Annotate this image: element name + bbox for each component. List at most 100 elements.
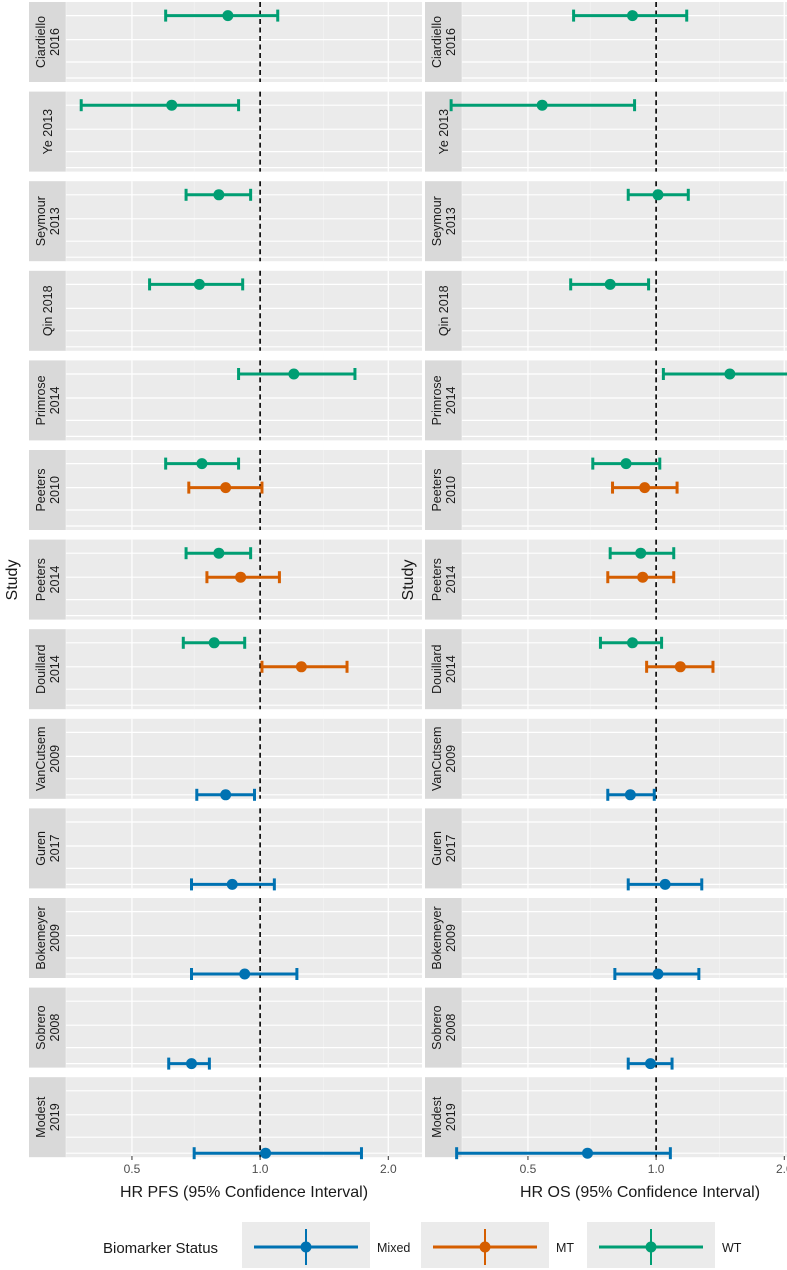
legend-item-mt: MT bbox=[421, 1222, 574, 1268]
facet-strip bbox=[425, 181, 462, 262]
facet-strip bbox=[29, 270, 66, 351]
point-estimate bbox=[639, 482, 651, 494]
facet-label-line: 2016 bbox=[444, 28, 458, 56]
facet-label-line: Guren bbox=[430, 831, 444, 866]
point-estimate bbox=[635, 547, 647, 559]
facet-panel bbox=[66, 808, 422, 889]
estimate-wt bbox=[598, 636, 664, 649]
facet-label-line: Ciardiello bbox=[34, 16, 48, 68]
point-estimate bbox=[235, 571, 247, 583]
facet-2: Seymour 2013 bbox=[425, 181, 787, 262]
facet-label-line: 2019 bbox=[48, 1103, 62, 1131]
facet-panel bbox=[66, 2, 422, 82]
point-estimate bbox=[674, 661, 686, 673]
facet-label: Ye 2013 bbox=[437, 109, 451, 154]
facet-label-line: 2014 bbox=[444, 655, 458, 683]
facet-8: VanCutsem 2009 bbox=[29, 718, 422, 801]
facet-label-line: Modest bbox=[34, 1096, 48, 1138]
x-tick-label: 0.5 bbox=[520, 1162, 537, 1176]
facet-panel bbox=[462, 987, 787, 1068]
facet-label-line: 2008 bbox=[48, 1014, 62, 1042]
point-estimate bbox=[659, 878, 671, 890]
facet-label: Ciardiello 2016 bbox=[430, 16, 458, 68]
estimate-wt bbox=[164, 9, 280, 22]
estimate-wt bbox=[181, 636, 247, 649]
facet-0: Ciardiello 2016 bbox=[29, 2, 422, 82]
facet-9: Guren 2017 bbox=[29, 808, 422, 891]
facet-strip bbox=[29, 629, 66, 710]
facet-7: Douillard 2014 bbox=[29, 629, 422, 710]
facet-label-line: 2014 bbox=[444, 386, 458, 414]
facet-label: Sobrero 2008 bbox=[430, 1005, 458, 1050]
x-axis-title: HR PFS (95% Confidence Interval) bbox=[120, 1184, 368, 1201]
facet-4: Primrose 2014 bbox=[29, 360, 422, 441]
facet-strip bbox=[425, 450, 462, 530]
x-axis-title: HR OS (95% Confidence Interval) bbox=[520, 1184, 760, 1201]
facet-8: VanCutsem 2009 bbox=[425, 718, 787, 801]
facet-label-line: Ye 2013 bbox=[437, 109, 451, 154]
facet-5: Peeters 2010 bbox=[425, 450, 787, 530]
facet-4: Primrose 2014 bbox=[425, 360, 787, 441]
facet-label-line: 2008 bbox=[444, 1014, 458, 1042]
point-estimate bbox=[626, 637, 638, 649]
facet-label-line: Douillard bbox=[34, 644, 48, 693]
legend-key-point bbox=[645, 1241, 657, 1253]
estimate-mixed bbox=[192, 1147, 363, 1160]
facet-12: Modest 2019 bbox=[29, 1077, 422, 1160]
facet-strip bbox=[425, 539, 462, 620]
facet-9: Guren 2017 bbox=[425, 808, 787, 891]
x-tick-label: 2.0 bbox=[776, 1162, 787, 1176]
facet-label-line: Sobrero bbox=[430, 1005, 444, 1050]
facet-panel bbox=[462, 91, 787, 172]
facet-label: Seymour 2013 bbox=[34, 196, 62, 246]
facet-label: Ye 2013 bbox=[41, 109, 55, 154]
facet-11: Sobrero 2008 bbox=[29, 987, 422, 1070]
facet-panel bbox=[462, 270, 787, 351]
legend-item-mixed: Mixed bbox=[242, 1222, 410, 1268]
facet-label-line: Douillard bbox=[430, 644, 444, 693]
facet-label: VanCutsem 2009 bbox=[430, 727, 458, 791]
x-tick-label: 1.0 bbox=[252, 1162, 269, 1176]
legend-item-wt: WT bbox=[587, 1222, 742, 1268]
point-estimate bbox=[295, 661, 307, 673]
point-estimate bbox=[213, 189, 225, 201]
estimate-wt bbox=[449, 99, 637, 112]
estimate-wt bbox=[148, 278, 245, 291]
facet-6: Peeters 2014 bbox=[29, 539, 422, 620]
estimate-mixed bbox=[167, 1057, 211, 1070]
facet-10: Bokemeyer 2009 bbox=[29, 898, 422, 980]
point-estimate bbox=[288, 368, 300, 380]
facet-strip bbox=[425, 270, 462, 351]
facet-label-line: Guren bbox=[34, 831, 48, 866]
estimate-wt bbox=[184, 188, 253, 201]
facet-panel bbox=[462, 539, 787, 620]
point-estimate bbox=[220, 789, 232, 801]
point-estimate bbox=[260, 1147, 272, 1159]
facet-7: Douillard 2014 bbox=[425, 629, 787, 710]
facet-panel bbox=[66, 1077, 422, 1158]
point-estimate bbox=[193, 278, 205, 290]
facet-label: Douillard 2014 bbox=[430, 644, 458, 693]
legend-title: Biomarker Status bbox=[103, 1240, 218, 1257]
facet-panel bbox=[462, 1077, 787, 1158]
point-estimate bbox=[652, 968, 664, 980]
facet-strip bbox=[29, 2, 66, 82]
estimate-mt bbox=[611, 481, 679, 494]
facet-panel bbox=[462, 808, 787, 889]
facet-label-line: 2009 bbox=[444, 924, 458, 952]
facet-label: Modest 2019 bbox=[34, 1096, 62, 1138]
facet-label-line: 2017 bbox=[444, 834, 458, 862]
facet-strip bbox=[29, 539, 66, 620]
facet-strip bbox=[29, 91, 66, 172]
estimate-wt bbox=[572, 9, 689, 22]
point-estimate bbox=[220, 482, 232, 494]
facet-label: Peeters 2014 bbox=[34, 558, 62, 601]
point-estimate bbox=[536, 99, 548, 111]
facet-label-line: Peeters bbox=[34, 468, 48, 511]
facet-label-line: Seymour bbox=[34, 196, 48, 246]
facet-5: Peeters 2010 bbox=[29, 450, 422, 530]
facet-label-line: Ye 2013 bbox=[41, 109, 55, 154]
facet-strip bbox=[425, 360, 462, 441]
facet-3: Qin 2018 bbox=[29, 270, 422, 351]
